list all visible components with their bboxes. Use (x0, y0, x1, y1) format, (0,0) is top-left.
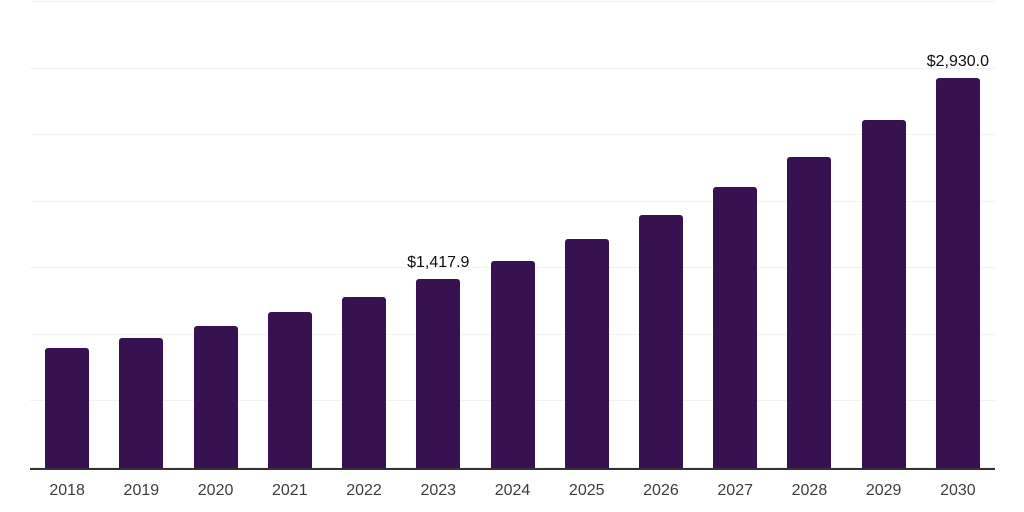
gridline-2000 (30, 200, 995, 202)
bar-2019 (119, 338, 164, 468)
gridline-3000 (30, 67, 995, 69)
plot-area: $1,417.9 $2,930.0 2018 2019 2020 2021 2022 202… (30, 1, 995, 499)
x-tick-2027: 2027 (717, 482, 753, 499)
bar-value-label-2030: $2,930.0 (926, 52, 990, 70)
gridline-2500 (30, 134, 995, 136)
bar-2021 (267, 312, 312, 468)
x-tick-2024: 2024 (494, 482, 531, 499)
x-tick-2020: 2020 (197, 482, 234, 499)
bar-2023 (416, 279, 461, 468)
x-tick-2023: 2023 (420, 482, 457, 499)
x-tick-2029: 2029 (865, 482, 902, 499)
bar-2025 (564, 239, 609, 468)
x-tick-2025: 2025 (568, 482, 605, 499)
bar-2029 (861, 119, 906, 468)
bar-2024 (490, 261, 535, 468)
x-tick-2019: 2019 (123, 482, 160, 499)
bar-2018 (45, 348, 90, 468)
x-axis-line (30, 468, 995, 470)
bar-2030 (935, 77, 980, 468)
x-tick-2022: 2022 (346, 482, 382, 499)
x-tick-2030: 2030 (940, 482, 976, 499)
bar-2022 (342, 296, 387, 468)
x-axis-labels: 2018 2019 2020 2021 2022 2023 2024 2025 2026 2027… (30, 2, 995, 499)
x-tick-2021: 2021 (272, 482, 308, 499)
gridline-3500 (30, 1, 995, 2)
bar-2027 (713, 187, 758, 468)
x-tick-2018: 2018 (49, 482, 85, 499)
bar-2026 (638, 214, 683, 468)
bar-2028 (787, 156, 832, 468)
x-tick-2028: 2028 (791, 482, 828, 499)
bar-2020 (193, 326, 238, 468)
x-tick-2026: 2026 (643, 482, 679, 499)
bar-value-label-2023: $1,417.9 (407, 254, 470, 272)
bars-layer: $1,417.9 $2,930.0 (30, 2, 995, 468)
